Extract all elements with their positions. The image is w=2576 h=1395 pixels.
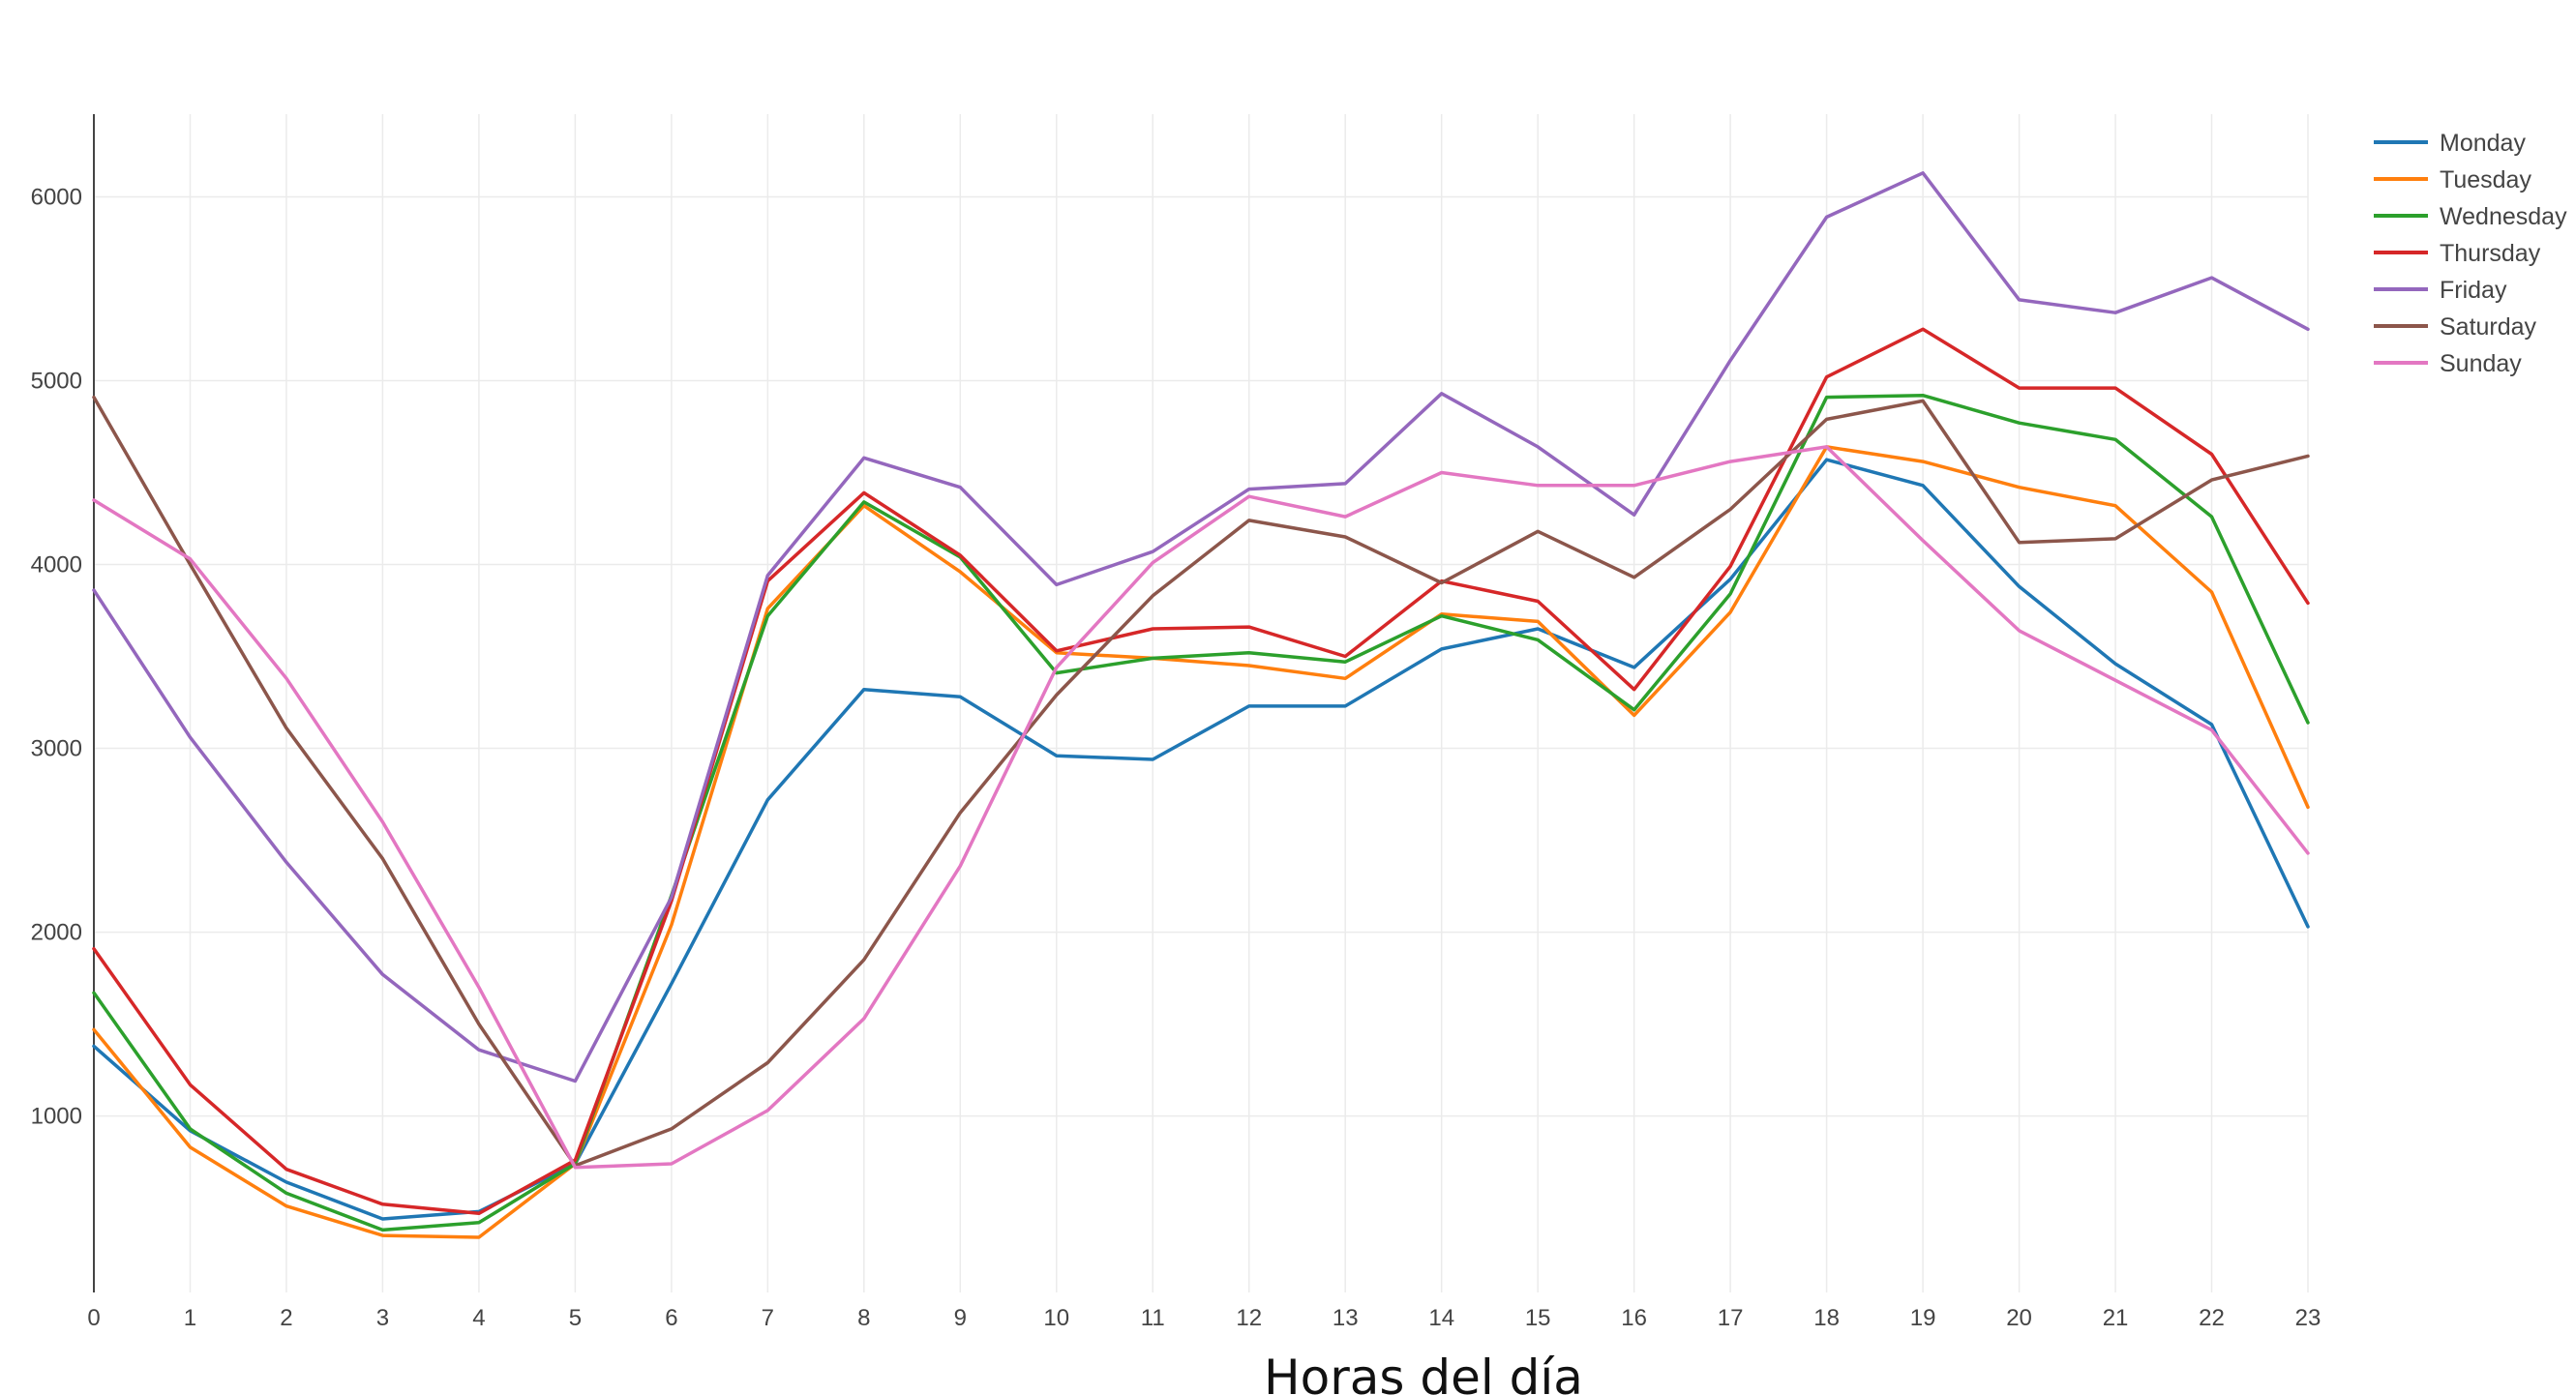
y-tick-label: 5000 (31, 369, 82, 395)
y-tick-label: 2000 (31, 920, 82, 946)
y-tick-label: 4000 (31, 552, 82, 579)
x-tick-label: 19 (1910, 1305, 1936, 1331)
legend-label: Tuesday (2440, 166, 2531, 193)
x-tick-label: 15 (1525, 1305, 1551, 1331)
legend-item-saturday[interactable]: Saturday (2374, 313, 2537, 341)
x-tick-label: 10 (1043, 1305, 1069, 1331)
x-tick-label: 9 (954, 1305, 967, 1331)
legend-item-monday[interactable]: Monday (2374, 130, 2526, 157)
y-tick-labels: 1000 2000 3000 4000 5000 6000 (31, 185, 82, 1130)
x-tick-label: 13 (1333, 1305, 1359, 1331)
x-tick-label: 6 (665, 1305, 677, 1331)
series-line-tuesday (92, 445, 2310, 1239)
x-tick-label: 0 (87, 1305, 100, 1331)
legend-item-tuesday[interactable]: Tuesday (2374, 166, 2531, 193)
x-tick-label: 22 (2199, 1305, 2225, 1331)
series-line-wednesday (92, 393, 2310, 1232)
x-tick-label: 11 (1141, 1305, 1165, 1331)
x-tick-label: 16 (1621, 1305, 1647, 1331)
legend-label: Monday (2440, 130, 2526, 157)
x-tick-label: 17 (1718, 1305, 1744, 1331)
series-line-sunday (92, 445, 2310, 1170)
x-tick-label: 3 (376, 1305, 389, 1331)
legend-label: Sunday (2440, 350, 2522, 377)
series-line-saturday (92, 395, 2310, 1168)
series-line-monday (92, 458, 2310, 1221)
series-line-friday (92, 171, 2310, 1083)
x-tick-label: 20 (2006, 1305, 2032, 1331)
y-tick-label: 6000 (31, 185, 82, 211)
x-tick-label: 2 (280, 1305, 292, 1331)
y-tick-label: 1000 (31, 1104, 82, 1130)
legend-label: Friday (2440, 277, 2507, 304)
x-tick-label: 7 (762, 1305, 774, 1331)
x-tick-label: 5 (569, 1305, 582, 1331)
x-tick-label: 21 (2103, 1305, 2129, 1331)
x-tick-label: 12 (1236, 1305, 1262, 1331)
legend-label: Thursday (2440, 240, 2541, 267)
legend-item-sunday[interactable]: Sunday (2374, 350, 2522, 377)
y-gridlines (94, 195, 2308, 1117)
x-tick-label: 18 (1813, 1305, 1840, 1331)
x-tick-label: 23 (2295, 1305, 2321, 1331)
x-tick-label: 4 (472, 1305, 485, 1331)
x-tick-labels: 0 1 2 3 4 5 6 7 8 9 10 11 12 13 14 15 16 17 18 19 20 21 22 23 (87, 1305, 2321, 1331)
y-tick-label: 3000 (31, 736, 82, 762)
legend-item-friday[interactable]: Friday (2374, 277, 2507, 304)
legend-item-wednesday[interactable]: Wednesday (2374, 203, 2567, 230)
legend-label: Wednesday (2440, 203, 2567, 230)
series-lines (92, 171, 2310, 1239)
series-line-thursday (92, 327, 2310, 1216)
legend[interactable]: Monday Tuesday Wednesday Thursday Friday Satu… (2374, 130, 2567, 377)
x-tick-label: 1 (184, 1305, 196, 1331)
x-axis-title: Horas del día (1264, 1350, 1583, 1395)
x-tick-label: 8 (857, 1305, 870, 1331)
legend-item-thursday[interactable]: Thursday (2374, 240, 2541, 267)
x-gridlines (93, 114, 2309, 1292)
legend-label: Saturday (2440, 313, 2537, 341)
x-tick-label: 14 (1428, 1305, 1454, 1331)
